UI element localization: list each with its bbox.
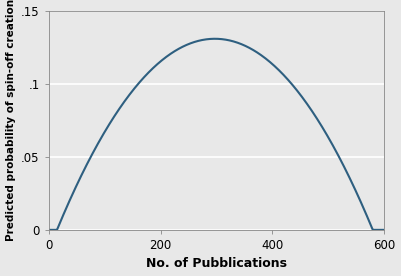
X-axis label: No. of Pubblications: No. of Pubblications xyxy=(146,258,287,270)
Y-axis label: Predicted probability of spin-off creation: Predicted probability of spin-off creati… xyxy=(6,0,16,241)
